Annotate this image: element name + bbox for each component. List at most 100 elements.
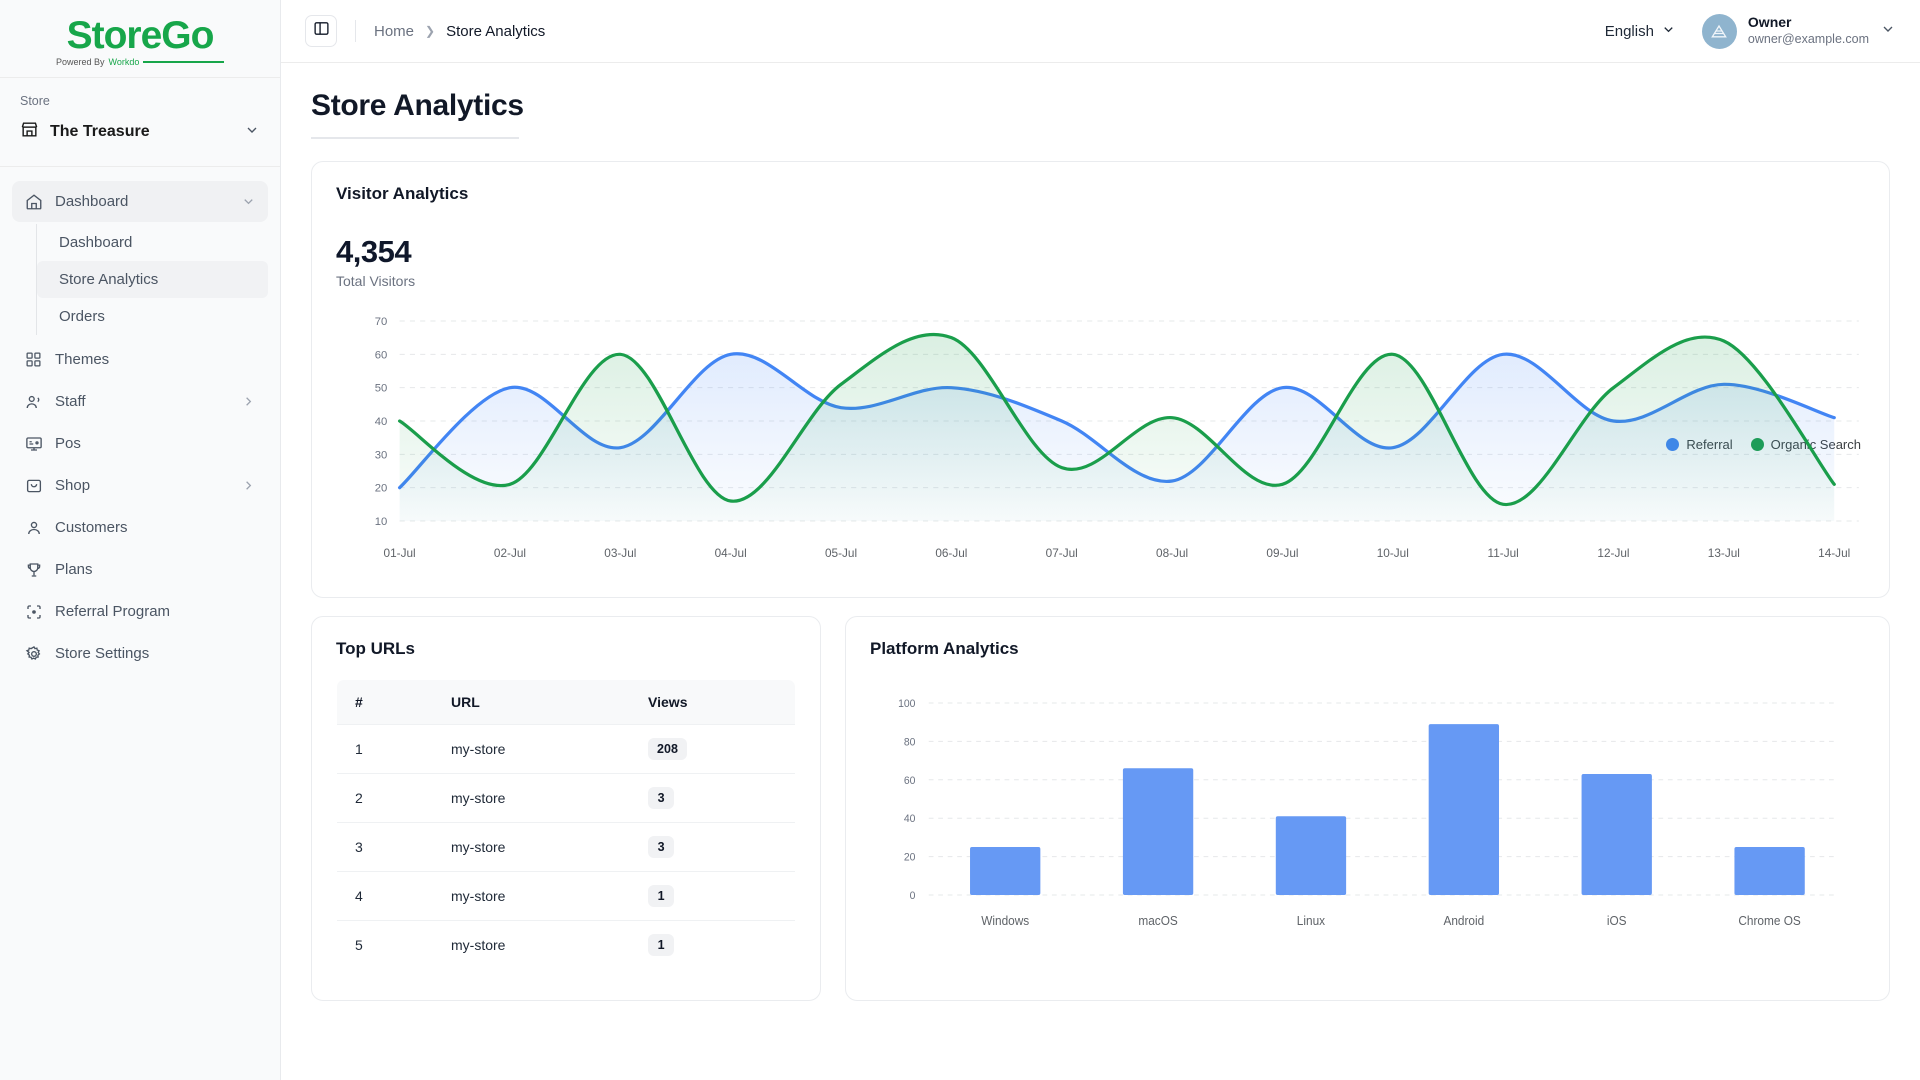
cell-url-link[interactable]: my-store <box>433 871 631 921</box>
sidebar-item-label: Dashboard <box>55 193 129 210</box>
sidebar: StoreGo Powered By Workdo Store The Trea… <box>0 0 281 1080</box>
store-icon <box>20 120 39 144</box>
sidebar-item-label: Shop <box>55 477 91 494</box>
y-axis-tick: 0 <box>910 890 916 902</box>
sidebar-item-plans[interactable]: Plans <box>12 549 268 590</box>
brand-logo[interactable]: StoreGo Powered By Workdo <box>0 0 280 78</box>
sidebar-subnav-dashboard: Dashboard Store Analytics Orders <box>36 224 268 335</box>
series-area-organic-search <box>399 334 1835 521</box>
x-axis-tick: 11-Jul <box>1488 547 1519 560</box>
views-badge: 3 <box>648 836 675 858</box>
table-header-row: # URL Views <box>337 680 795 725</box>
sidebar-item-label: Staff <box>55 393 86 410</box>
column-header-rank: # <box>337 680 433 725</box>
cell-url-link[interactable]: my-store <box>433 724 631 774</box>
views-badge: 1 <box>648 885 675 907</box>
chevron-down-icon <box>1880 21 1896 42</box>
sidebar-item-pos[interactable]: Pos <box>12 423 268 464</box>
platform-bar-chart: 0 20 40 60 80 100 Windows macOS Linux Android iOS C… <box>870 685 1865 957</box>
bag-icon <box>24 476 43 495</box>
sidebar-subitem-dashboard[interactable]: Dashboard <box>37 224 268 261</box>
language-selector[interactable]: English <box>1605 22 1676 41</box>
y-axis-tick: 20 <box>904 851 916 863</box>
bottom-row: Top URLs # URL Views 1 my-store 208 2 my-sto… <box>311 616 1890 1001</box>
panel-toggle-button[interactable] <box>305 15 337 47</box>
brand-tagline-rule <box>143 61 224 63</box>
sidebar-item-themes[interactable]: Themes <box>12 339 268 380</box>
views-badge: 1 <box>648 934 675 956</box>
cell-views: 208 <box>630 724 795 774</box>
sidebar-subitem-label: Dashboard <box>59 234 133 251</box>
cell-url-link[interactable]: my-store <box>433 822 631 872</box>
sidebar-nav: Dashboard Dashboard Store Analytics Orde… <box>0 167 280 1080</box>
store-selector-name: The Treasure <box>50 123 150 140</box>
chevron-right-icon <box>241 478 256 493</box>
x-axis-category: Windows <box>981 914 1029 928</box>
sidebar-item-dashboard[interactable]: Dashboard <box>12 181 268 222</box>
x-axis-tick: 04-Jul <box>715 547 747 560</box>
sidebar-subitem-store-analytics[interactable]: Store Analytics <box>37 261 268 298</box>
avatar <box>1701 13 1737 49</box>
cell-url-link[interactable]: my-store <box>433 920 631 969</box>
visitor-line-chart: 10 20 30 40 50 60 70 01-Jul 02-Jul 03-Jul 04-Jul 05… <box>336 307 1865 579</box>
bar[interactable] <box>1734 847 1805 895</box>
sidebar-item-label: Customers <box>55 519 128 536</box>
panel-left-icon <box>313 20 330 42</box>
x-axis-category: Android <box>1443 914 1484 928</box>
sidebar-subitem-orders[interactable]: Orders <box>37 298 268 335</box>
y-axis-tick: 60 <box>904 775 916 787</box>
breadcrumb-home[interactable]: Home <box>374 22 415 40</box>
users-icon <box>24 392 43 411</box>
column-header-url: URL <box>433 680 631 725</box>
y-axis-tick: 80 <box>904 736 916 748</box>
chevron-down-icon <box>241 194 256 209</box>
visitor-analytics-title: Visitor Analytics <box>336 184 469 203</box>
topbar-right: English Owner owner@example.com <box>1605 13 1896 49</box>
total-visitors-value: 4,354 <box>336 234 412 269</box>
page-title: Store Analytics <box>311 89 524 122</box>
store-selector[interactable]: The Treasure <box>20 120 260 150</box>
chevron-right-icon: ❯ <box>425 24 436 38</box>
sidebar-item-customers[interactable]: Customers <box>12 507 268 548</box>
bar[interactable] <box>1428 724 1500 895</box>
referral-icon <box>24 602 43 621</box>
views-badge: 3 <box>648 787 675 809</box>
store-section-label: Store <box>20 94 50 108</box>
table-body: 1 my-store 208 2 my-store 3 3 my-store 3 4 my-stor… <box>337 724 795 969</box>
user-email: owner@example.com <box>1747 31 1869 46</box>
top-urls-card: Top URLs # URL Views 1 my-store 208 2 my-sto… <box>311 616 821 1001</box>
table-row: 5 my-store 1 <box>337 920 795 969</box>
sidebar-item-label: Store Settings <box>55 645 150 662</box>
title-underline <box>311 137 519 139</box>
sidebar-subitem-label: Orders <box>59 308 105 325</box>
x-axis-tick: 08-Jul <box>1156 547 1188 560</box>
bar[interactable] <box>1275 816 1347 895</box>
x-axis-tick: 13-Jul <box>1708 547 1740 560</box>
cell-views: 3 <box>630 773 795 823</box>
brand-logo-s: Store <box>66 14 163 57</box>
top-urls-title: Top URLs <box>336 639 416 658</box>
trophy-icon <box>24 560 43 579</box>
sidebar-item-shop[interactable]: Shop <box>12 465 268 506</box>
sidebar-item-store-settings[interactable]: Store Settings <box>12 633 268 674</box>
bar[interactable] <box>1581 774 1652 895</box>
sidebar-item-label: Plans <box>55 561 93 578</box>
cell-url-link[interactable]: my-store <box>433 773 631 823</box>
grid-icon <box>24 350 43 369</box>
monitor-icon <box>24 434 43 453</box>
table-row: 1 my-store 208 <box>337 724 795 774</box>
sidebar-item-staff[interactable]: Staff <box>12 381 268 422</box>
y-axis-tick: 70 <box>375 316 388 328</box>
store-selector-section: Store The Treasure <box>0 78 280 158</box>
sidebar-item-referral-program[interactable]: Referral Program <box>12 591 268 632</box>
x-axis-tick: 06-Jul <box>935 547 967 560</box>
top-urls-table: # URL Views 1 my-store 208 2 my-store 3 3 my-st… <box>336 679 796 970</box>
sidebar-subitem-label: Store Analytics <box>59 271 159 288</box>
language-label: English <box>1604 22 1654 40</box>
bar[interactable] <box>970 847 1041 895</box>
bar[interactable] <box>1122 768 1194 895</box>
y-axis-tick: 10 <box>375 516 388 528</box>
sidebar-item-label: Referral Program <box>55 603 171 620</box>
series-line-organic-search <box>397 332 1836 506</box>
user-menu[interactable]: Owner owner@example.com <box>1701 13 1896 49</box>
